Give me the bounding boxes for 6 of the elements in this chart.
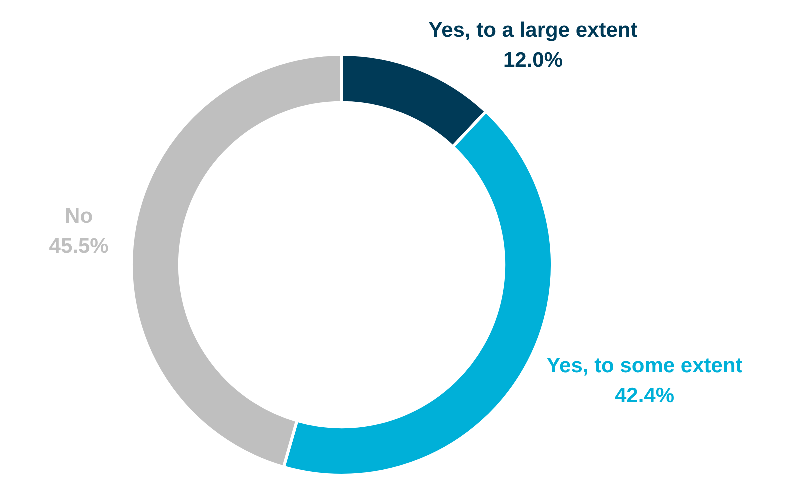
slice-label: Yes, to a large extent — [428, 18, 638, 42]
data-label: 12.0% — [503, 48, 564, 72]
slice-label: No — [65, 204, 94, 228]
data-label: 42.4% — [614, 384, 675, 408]
slice-label: Yes, to some extent — [546, 354, 743, 378]
data-label: 45.5% — [49, 234, 110, 258]
